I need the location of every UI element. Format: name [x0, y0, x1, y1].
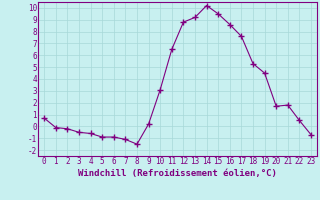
X-axis label: Windchill (Refroidissement éolien,°C): Windchill (Refroidissement éolien,°C) — [78, 169, 277, 178]
